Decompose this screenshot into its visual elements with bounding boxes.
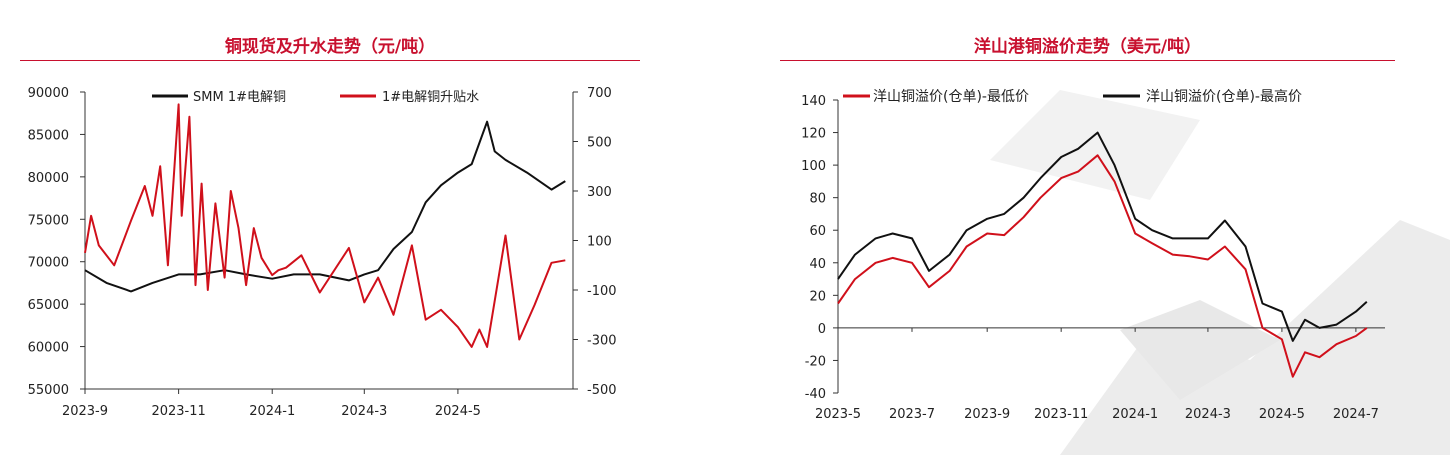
- legend-label-high: 洋山铜溢价(仓单)-最高价: [1146, 88, 1302, 105]
- legend-label-spot: SMM 1#电解铜: [193, 90, 286, 105]
- y-left-tick-label: 75000: [28, 213, 69, 228]
- r-y-tick-label: 60: [809, 224, 826, 239]
- right-chart-title: 洋山港铜溢价走势（美元/吨）: [973, 37, 1202, 57]
- r-x-tick-label: 2024-7: [1333, 407, 1379, 422]
- r-y-tick-label: -20: [805, 354, 826, 369]
- r-y-tick-label: 120: [801, 127, 826, 142]
- r-x-tick-label: 2024-3: [1185, 407, 1231, 422]
- y-right-tick-label: 700: [587, 86, 612, 101]
- r-x-tick-label: 2023-5: [815, 407, 861, 422]
- r-y-tick-label: 0: [818, 322, 826, 337]
- r-x-tick-label: 2024-5: [1259, 407, 1305, 422]
- r-y-tick-label: 140: [801, 94, 826, 109]
- left-chart-title: 铜现货及升水走势（元/吨）: [224, 37, 436, 57]
- series-line-spot: [84, 120, 566, 293]
- y-left-tick-label: 65000: [28, 298, 69, 313]
- y-right-tick-label: 300: [587, 185, 612, 200]
- y-left-tick-label: 70000: [28, 256, 69, 271]
- y-right-tick-label: -100: [587, 284, 617, 299]
- legend-label-low: 洋山铜溢价(仓单)-最低价: [873, 89, 1029, 105]
- r-y-tick-label: -40: [805, 387, 826, 402]
- right-title-rule: [780, 60, 1395, 61]
- series-line-premium: [84, 103, 566, 348]
- y-left-tick-label: 55000: [28, 383, 69, 398]
- r-y-tick-label: 80: [809, 192, 826, 207]
- series-line-high: [837, 131, 1368, 342]
- legend-label-premium: 1#电解铜升贴水: [382, 90, 479, 105]
- r-x-tick-label: 2023-7: [889, 407, 935, 422]
- series-line-low: [837, 154, 1368, 378]
- x-tick-label: 2023-9: [62, 404, 108, 419]
- y-right-tick-label: 500: [587, 136, 612, 151]
- x-tick-label: 2024-3: [341, 404, 387, 419]
- x-tick-label: 2024-5: [435, 404, 481, 419]
- left-title-rule: [20, 60, 640, 61]
- y-right-tick-label: -300: [587, 334, 617, 349]
- y-right-tick-label: 100: [587, 235, 612, 250]
- r-x-tick-label: 2024-1: [1112, 407, 1158, 422]
- y-left-tick-label: 80000: [28, 171, 69, 186]
- r-y-tick-label: 20: [809, 289, 826, 304]
- r-x-tick-label: 2023-11: [1034, 407, 1088, 422]
- r-x-tick-label: 2023-9: [964, 407, 1010, 422]
- x-tick-label: 2023-11: [151, 404, 205, 419]
- r-y-tick-label: 100: [801, 159, 826, 174]
- y-right-tick-label: -500: [587, 383, 617, 398]
- y-left-tick-label: 85000: [28, 128, 69, 143]
- y-left-tick-label: 60000: [28, 341, 69, 356]
- y-left-tick-label: 90000: [28, 86, 69, 101]
- x-tick-label: 2024-1: [249, 404, 295, 419]
- r-y-tick-label: 40: [809, 257, 826, 272]
